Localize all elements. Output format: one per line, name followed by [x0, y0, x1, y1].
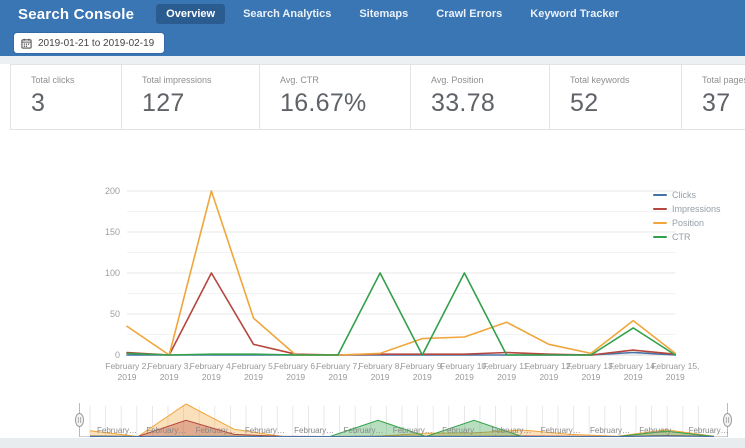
brush-canvas: [75, 403, 732, 438]
legend-swatch: [653, 194, 667, 196]
x-tick-label: February 10, 2019: [440, 361, 489, 383]
x-tick-label: February 4, 2019: [189, 361, 234, 383]
x-tick-label: February 8, 2019: [358, 361, 402, 383]
brush-date-label: February…: [540, 426, 581, 435]
brush-date-label: February…: [294, 426, 335, 435]
stat-label: Total keywords: [570, 75, 630, 85]
legend-label: Impressions: [672, 204, 721, 214]
legend-swatch: [653, 236, 667, 238]
stat-value: 37: [702, 89, 731, 117]
page-footer-strip: [0, 438, 745, 448]
stat-total-impressions: Total impressions 127: [122, 65, 260, 129]
brush-area-ctr: [90, 420, 714, 437]
brush-date-label: February…: [343, 426, 384, 435]
x-tick-label: February 5, 2019: [231, 361, 276, 383]
x-tick-label: February 12, 2019: [524, 361, 573, 383]
stat-avg-ctr: Avg. CTR 16.67%: [260, 65, 411, 129]
brush-date-label: February…: [392, 426, 433, 435]
stat-label: Total pages: [702, 75, 745, 85]
x-tick-label: February 14, 2019: [609, 361, 658, 383]
y-tick-label: 100: [105, 268, 120, 278]
x-tick-label: February 11, 2019: [482, 361, 531, 383]
header: Search Console Overview Search Analytics S…: [0, 0, 745, 56]
brush-date-label: February…: [96, 426, 137, 435]
date-range-value: 2019-01-21 to 2019-02-19: [38, 37, 155, 49]
legend-label: CTR: [672, 232, 691, 242]
stat-label: Total clicks: [31, 75, 75, 85]
y-tick-label: 0: [115, 350, 120, 360]
stat-total-clicks: Total clicks 3: [11, 65, 122, 129]
brush-handle-left[interactable]: [75, 413, 84, 427]
y-tick-label: 200: [105, 186, 120, 196]
legend-swatch: [653, 208, 667, 210]
brush-date-label: February…: [491, 426, 532, 435]
legend-item-position[interactable]: Position: [653, 216, 721, 230]
range-brush[interactable]: February… February… February… February… Febr…: [0, 400, 745, 440]
brush-area-position: [90, 404, 714, 437]
tab-search-analytics[interactable]: Search Analytics: [243, 8, 332, 20]
brush-date-label: February…: [589, 426, 630, 435]
stats-row: Total clicks 3 Total impressions 127 Avg. CT…: [10, 64, 745, 130]
stat-value: 33.78: [431, 89, 496, 117]
x-tick-label: February 2, 2019: [105, 361, 149, 383]
brush-date-label: February…: [442, 426, 483, 435]
x-tick-label: February 13, 2019: [566, 361, 616, 383]
stat-label: Avg. CTR: [280, 75, 319, 85]
legend-swatch: [653, 222, 667, 224]
tab-crawl-errors[interactable]: Crawl Errors: [436, 8, 503, 20]
stat-label: Avg. Position: [431, 75, 484, 85]
stat-value: 16.67%: [280, 89, 367, 117]
x-tick-label: February 9, 2019: [400, 361, 444, 383]
y-tick-label: 150: [105, 227, 120, 237]
stat-total-pages: Total pages 37: [682, 65, 745, 129]
series-line-ctr: [126, 272, 677, 356]
x-tick-label: February 3, 2019: [147, 361, 191, 383]
tab-keyword-tracker[interactable]: Keyword Tracker: [530, 8, 619, 20]
brush-line-position: [89, 403, 715, 438]
brush-line-clicks: [90, 435, 715, 437]
chart-legend: Clicks Impressions Position CTR: [653, 188, 721, 244]
stat-value: 52: [570, 89, 599, 117]
stat-total-keywords: Total keywords 52: [550, 65, 682, 129]
stat-label: Total impressions: [142, 75, 212, 85]
brush-date-label: February…: [146, 426, 187, 435]
brush-handle-right[interactable]: [723, 413, 732, 427]
y-tick-label: 50: [110, 309, 120, 319]
brush-date-label: February…: [195, 426, 236, 435]
legend-item-clicks[interactable]: Clicks: [653, 188, 721, 202]
header-row: Search Console Overview Search Analytics S…: [0, 0, 745, 28]
main-chart: 0 50 100 150 200 February 2, 2019 February 3,…: [0, 180, 745, 395]
tab-overview[interactable]: Overview: [156, 4, 226, 24]
stat-value: 127: [142, 89, 185, 117]
header-tabs: Overview Search Analytics Sitemaps Crawl Er…: [156, 4, 637, 24]
x-tick-label: February 15, 2019: [651, 361, 700, 383]
legend-item-impressions[interactable]: Impressions: [653, 202, 721, 216]
header-divider: [0, 56, 745, 64]
stat-avg-position: Avg. Position 33.78: [411, 65, 550, 129]
date-range-input[interactable]: 2019-01-21 to 2019-02-19: [14, 33, 164, 53]
series-line-position: [126, 190, 677, 356]
brush-date-label: February…: [688, 426, 729, 435]
legend-label: Position: [672, 218, 705, 228]
page-title: Search Console: [18, 5, 135, 23]
stat-value: 3: [31, 89, 46, 117]
brush-date-label: February…: [244, 426, 285, 435]
x-tick-label: February 6, 2019: [273, 361, 318, 383]
calendar-icon: [21, 38, 32, 49]
brush-area-impressions: [90, 420, 714, 437]
tab-sitemaps[interactable]: Sitemaps: [359, 8, 409, 20]
chart-canvas: 0 50 100 150 200: [105, 186, 677, 360]
legend-label: Clicks: [672, 190, 696, 200]
x-tick-label: February 7, 2019: [316, 361, 360, 383]
legend-item-ctr[interactable]: CTR: [653, 230, 721, 244]
brush-date-label: February…: [639, 426, 680, 435]
